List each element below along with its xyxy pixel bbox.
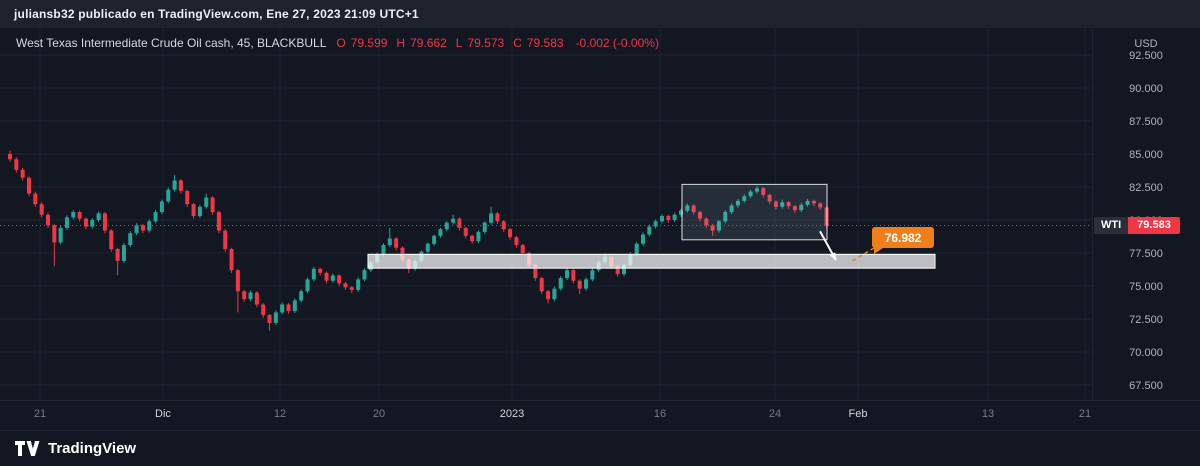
price-tick-label: 87.500 bbox=[1129, 116, 1163, 128]
price-flag-symbol: WTI bbox=[1094, 217, 1129, 234]
price-tick-label: 85.000 bbox=[1129, 149, 1163, 161]
time-tick-label: Dic bbox=[155, 408, 171, 420]
price-tick-label: 75.000 bbox=[1129, 281, 1163, 293]
currency-label: USD bbox=[1134, 38, 1157, 50]
high-value: 79.662 bbox=[410, 36, 447, 50]
close-value: 79.583 bbox=[526, 36, 564, 50]
candlestick-series bbox=[8, 150, 829, 331]
low-label: L bbox=[455, 36, 463, 50]
price-tick-label: 82.500 bbox=[1129, 182, 1163, 194]
time-tick-label: 2023 bbox=[500, 408, 524, 420]
brand-text[interactable]: TradingView bbox=[48, 440, 137, 457]
price-tick-label: 92.500 bbox=[1129, 50, 1163, 62]
close-label: C bbox=[513, 36, 522, 50]
time-tick-label: Feb bbox=[849, 408, 868, 420]
price-tick-label: 70.000 bbox=[1129, 347, 1163, 359]
support-zone-rectangle[interactable] bbox=[367, 253, 936, 269]
time-tick-label: 24 bbox=[769, 408, 781, 420]
footer-bar: TradingView bbox=[0, 430, 1200, 466]
open-value: 79.599 bbox=[350, 36, 388, 50]
price-flag: WTI 79.583 bbox=[1094, 217, 1180, 234]
attribution-text: juliansb32 publicado en TradingView.com,… bbox=[14, 7, 419, 21]
time-tick-label: 21 bbox=[1079, 408, 1091, 420]
time-tick-label: 20 bbox=[373, 408, 385, 420]
grid bbox=[0, 28, 1092, 400]
time-tick-label: 13 bbox=[982, 408, 994, 420]
open-label: O bbox=[336, 36, 346, 50]
price-tick-label: 67.500 bbox=[1129, 380, 1163, 392]
tradingview-logo[interactable] bbox=[14, 440, 40, 457]
attribution-bar: juliansb32 publicado en TradingView.com,… bbox=[0, 0, 1200, 28]
consolidation-box-rectangle[interactable] bbox=[681, 183, 828, 241]
price-flag-price: 79.583 bbox=[1128, 217, 1180, 234]
time-tick-label: 21 bbox=[34, 408, 46, 420]
price-axis[interactable]: USD92.50090.00087.50085.00082.50080.0007… bbox=[1129, 38, 1163, 392]
callout-price-text: 76.982 bbox=[885, 231, 922, 245]
high-label: H bbox=[396, 36, 406, 50]
low-value: 79.573 bbox=[467, 36, 505, 50]
time-tick-label: 16 bbox=[654, 408, 666, 420]
time-axis[interactable]: 21 Dic 12 20 2023 16 24 Feb 13 21 bbox=[34, 408, 1091, 420]
price-callout[interactable]: 76.982 bbox=[849, 227, 934, 263]
price-tick-label: 72.500 bbox=[1129, 314, 1163, 326]
price-tick-label: 90.000 bbox=[1129, 83, 1163, 95]
symbol-title[interactable]: West Texas Intermediate Crude Oil cash, … bbox=[16, 36, 327, 50]
down-arrow-drawing[interactable] bbox=[819, 230, 837, 261]
change-value: -0.002 (-0.00%) bbox=[575, 36, 659, 50]
chart-legend: West Texas Intermediate Crude Oil cash, … bbox=[16, 36, 659, 50]
time-tick-label: 12 bbox=[274, 408, 286, 420]
price-tick-label: 77.500 bbox=[1129, 248, 1163, 260]
